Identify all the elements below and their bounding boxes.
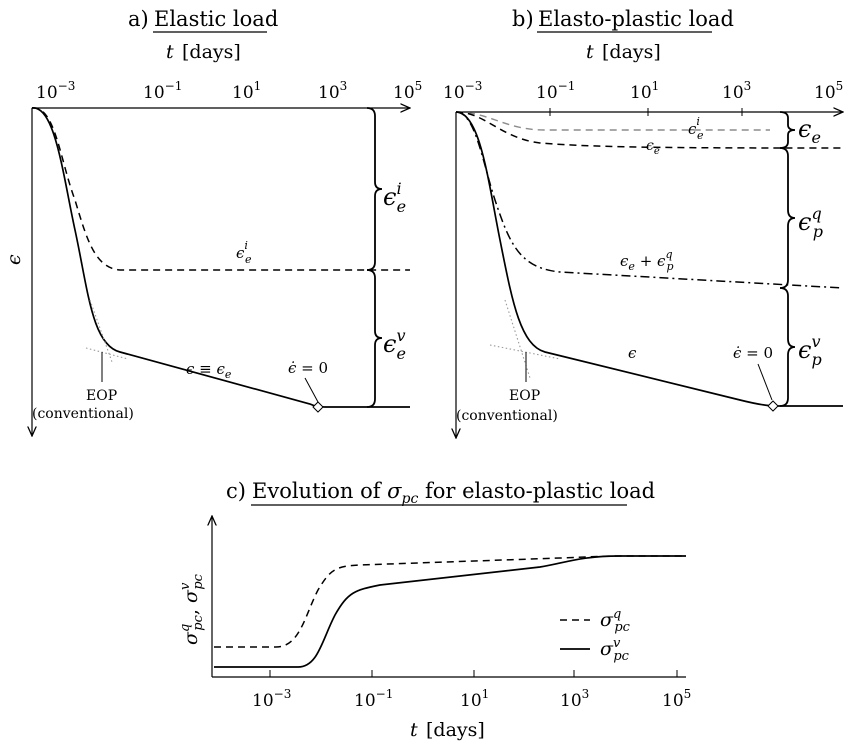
panel-c-ylabel: σqpc, σvpc xyxy=(178,573,206,645)
panel-a-brace-lower-label: ϵv e xyxy=(383,326,406,363)
panel-b-tick-5: 105 xyxy=(814,79,843,103)
panel-b-label-dashed: ϵe xyxy=(646,138,660,157)
panel-b-brace-mid-label: ϵq p xyxy=(798,204,823,241)
panel-a-tick-3: 101 xyxy=(232,79,261,103)
panel-b-zero-rate-leader xyxy=(757,363,773,401)
panel-b-tick-4: 103 xyxy=(722,79,751,103)
panel-b-title-prefix: b) xyxy=(512,7,534,31)
panel-c-x-ticks: 10−3 10−1 101 103 105 xyxy=(252,687,691,711)
panel-a-title-prefix: a) xyxy=(128,7,149,31)
panel-b-tick-3: 101 xyxy=(630,79,659,103)
panel-b-eop-tangent-1 xyxy=(489,344,561,360)
panel-a-title-text: Elastic load xyxy=(154,7,278,31)
panel-b-xlabel-unit: [days] xyxy=(602,41,661,63)
panel-c-tick-2: 10−1 xyxy=(354,687,393,711)
panel-a-brace-lower xyxy=(366,269,383,408)
panel-b-zero-rate-marker xyxy=(767,400,779,412)
panel-b-eop-sub: (conventional) xyxy=(456,408,558,424)
panel-c-curve-v xyxy=(214,555,686,668)
panel-a-title: a) Elastic load xyxy=(128,7,278,33)
panel-b-title: b) Elasto-plastic load xyxy=(512,7,734,33)
panel-b-eop-label: EOP xyxy=(509,388,540,404)
panel-a-zero-rate-marker xyxy=(312,401,324,413)
panel-c: c) Evolution of σpc for elasto-plastic l… xyxy=(178,479,691,741)
panel-b-brace-top xyxy=(779,111,796,149)
panel-a-brace-upper xyxy=(366,107,383,271)
panel-a-tick-1: 10−3 xyxy=(36,79,75,103)
panel-b-curve-elastic xyxy=(455,111,844,149)
panel-a-label-dashed: ϵi e xyxy=(236,239,252,266)
panel-a-eop-tangent-1 xyxy=(85,347,129,360)
panel-b-label-grey-dashed: ϵi e xyxy=(688,115,704,142)
panel-b: b) Elasto-plastic load t [days] 10−3 10−… xyxy=(443,7,843,438)
panel-a-eop-sub: (conventional) xyxy=(32,406,134,422)
panel-b-label-dashdot: ϵe + ϵq p xyxy=(620,248,674,273)
panel-c-xlabel-unit: [days] xyxy=(426,719,485,741)
panel-b-zero-rate-label: ϵ̇ = 0 xyxy=(733,344,773,362)
panel-c-legend-label-q: σq pc xyxy=(600,607,631,635)
panel-b-brace-top-label: ϵe xyxy=(798,115,821,147)
panel-c-legend: σq pc σv pc xyxy=(560,607,631,664)
panel-a-zero-rate-label: ϵ̇ = 0 xyxy=(288,359,328,377)
panel-b-brace-bottom-label: ϵv p xyxy=(798,332,822,369)
panel-a-tick-2: 10−1 xyxy=(143,79,182,103)
panel-c-xlabel-var: t xyxy=(410,719,418,741)
panel-a-eop-label: EOP xyxy=(86,388,117,404)
panel-a-eop-tangent-2 xyxy=(89,299,113,363)
panel-c-tick-4: 103 xyxy=(560,687,589,711)
panel-a-xlabel-unit: [days] xyxy=(182,41,241,63)
panel-c-xlabel: t [days] xyxy=(410,719,485,741)
panel-a: a) Elastic load t [days] 10−3 10−1 101 1… xyxy=(3,7,422,436)
panel-c-title: c) Evolution of σpc for elasto-plastic l… xyxy=(226,479,655,507)
panel-b-brace-bottom xyxy=(779,287,796,407)
panel-a-brace-upper-label: ϵi e xyxy=(383,179,406,216)
panel-a-label-solid: ϵ ≡ ϵe xyxy=(186,360,232,381)
panel-b-title-text: Elasto-plastic load xyxy=(538,7,734,31)
panel-a-xlabel: t [days] xyxy=(166,41,241,63)
panel-b-curve-total xyxy=(455,111,843,407)
panel-a-xlabel-var: t xyxy=(166,41,174,63)
panel-b-x-ticks: 10−3 10−1 101 103 105 xyxy=(443,79,843,103)
panel-a-ylabel: ϵ xyxy=(3,254,25,265)
panel-a-zero-rate-leader xyxy=(304,377,319,403)
panel-a-tick-4: 103 xyxy=(318,79,347,103)
panel-b-tick-1: 10−3 xyxy=(443,79,482,103)
panel-b-tick-2: 10−1 xyxy=(536,79,575,103)
panel-b-brace-mid xyxy=(779,147,796,289)
panel-b-xlabel: t [days] xyxy=(586,41,661,63)
panel-a-curve-elastic-instant xyxy=(31,107,410,271)
panel-b-curve-elastic-plastic-q xyxy=(455,111,844,289)
panel-b-label-solid: ϵ xyxy=(628,344,637,362)
panel-c-legend-label-v: σv pc xyxy=(600,636,630,664)
panel-c-title-text: Evolution of σpc for elasto-plastic load xyxy=(252,479,655,507)
panel-a-x-ticks: 10−3 10−1 101 103 105 xyxy=(36,79,422,103)
panel-b-curve-elastic-instant xyxy=(455,111,770,131)
panel-c-tick-1: 10−3 xyxy=(252,687,291,711)
panel-b-xlabel-var: t xyxy=(586,41,594,63)
panel-c-tick-3: 101 xyxy=(460,687,489,711)
panel-a-tick-5: 105 xyxy=(393,79,422,103)
panel-c-tick-5: 105 xyxy=(662,687,691,711)
panel-c-title-prefix: c) xyxy=(226,479,246,503)
